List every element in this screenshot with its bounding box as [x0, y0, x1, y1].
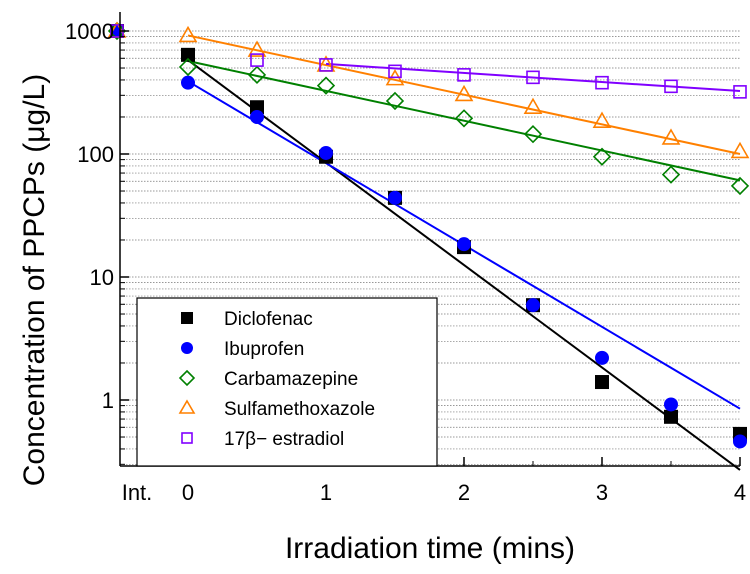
y-tick-label: 100: [77, 142, 114, 167]
point-sulfamethoxazole: [523, 97, 543, 115]
point-sulfamethoxazole: [592, 111, 612, 128]
point-carbamazepine: [592, 147, 612, 166]
y-tick-label: 10: [90, 265, 114, 290]
point-ibuprofen: [388, 190, 402, 205]
point-sulfamethoxazole: [454, 84, 474, 102]
y-axis-title: Concentration of PPCPs (μg/L): [18, 74, 51, 486]
point-carbamazepine: [385, 91, 405, 111]
legend-marker-ibuprofen: [181, 342, 193, 354]
point-17-estradiol: [457, 68, 471, 82]
fit-line-17-estradiol: [325, 62, 741, 93]
legend-marker-17-estradiol: [181, 432, 193, 444]
legend-label-carbamazepine: Carbamazepine: [224, 369, 358, 390]
point-carbamazepine: [178, 57, 198, 77]
point-sulfamethoxazole: [661, 128, 681, 145]
point-17-estradiol: [733, 85, 747, 99]
point-diclofenac: [595, 375, 609, 390]
legend: Diclofenac Ibuprofen Carbamazepine Sulfamet…: [136, 297, 438, 467]
point-ibuprofen: [250, 109, 264, 124]
y-tick-label: 1000: [65, 19, 114, 44]
point-sulfamethoxazole: [730, 141, 750, 159]
point-carbamazepine: [661, 165, 681, 184]
point-carbamazepine: [454, 109, 474, 128]
legend-label-sulfamethoxazole: Sulfamethoxazole: [224, 399, 375, 420]
point-ibuprofen: [595, 350, 609, 365]
point-sulfamethoxazole: [247, 40, 267, 57]
point-diclofenac: [664, 409, 678, 424]
point-carbamazepine: [523, 125, 543, 144]
point-17-estradiol: [664, 79, 678, 94]
legend-marker-carbamazepine: [178, 369, 196, 387]
legend-label-17-estradiol: 17β− estradiol: [224, 429, 344, 450]
x-tick-label: Int.: [122, 480, 153, 505]
x-tick-label: 2: [458, 480, 470, 505]
point-sulfamethoxazole: [178, 25, 198, 43]
point-ibuprofen: [457, 237, 471, 252]
point-ibuprofen: [319, 145, 333, 160]
legend-marker-diclofenac: [181, 312, 193, 324]
legend-label-ibuprofen: Ibuprofen: [224, 339, 304, 360]
x-tick-label: 1: [320, 480, 332, 505]
x-tick-label: 0: [182, 480, 194, 505]
fit-line-carbamazepine: [187, 60, 741, 182]
point-17-estradiol: [388, 64, 402, 79]
x-tick-label: 3: [596, 480, 608, 505]
point-diclofenac: [250, 100, 264, 115]
y-tick-label: 1: [102, 388, 114, 413]
point-carbamazepine: [316, 76, 336, 95]
legend-marker-sulfamethoxazole: [178, 399, 196, 414]
x-axis-title: Irradiation time (mins): [285, 532, 575, 565]
x-tick-label: 4: [734, 480, 746, 505]
point-17-estradiol: [526, 70, 540, 85]
point-ibuprofen: [733, 434, 747, 449]
point-diclofenac: [181, 47, 195, 62]
legend-box: [136, 297, 438, 467]
legend-label-diclofenac: Diclofenac: [224, 309, 313, 330]
point-carbamazepine: [247, 65, 267, 84]
point-ibuprofen: [664, 397, 678, 412]
point-carbamazepine: [730, 176, 750, 196]
data-markers: [107, 21, 750, 449]
point-ibuprofen: [526, 298, 540, 313]
point-17-estradiol: [595, 75, 609, 90]
fit-line-diclofenac: [187, 59, 741, 471]
point-17-estradiol: [319, 58, 333, 72]
point-ibuprofen: [181, 75, 195, 90]
fit-line-sulfamethoxazole: [187, 34, 741, 155]
point-17-estradiol: [250, 53, 264, 67]
